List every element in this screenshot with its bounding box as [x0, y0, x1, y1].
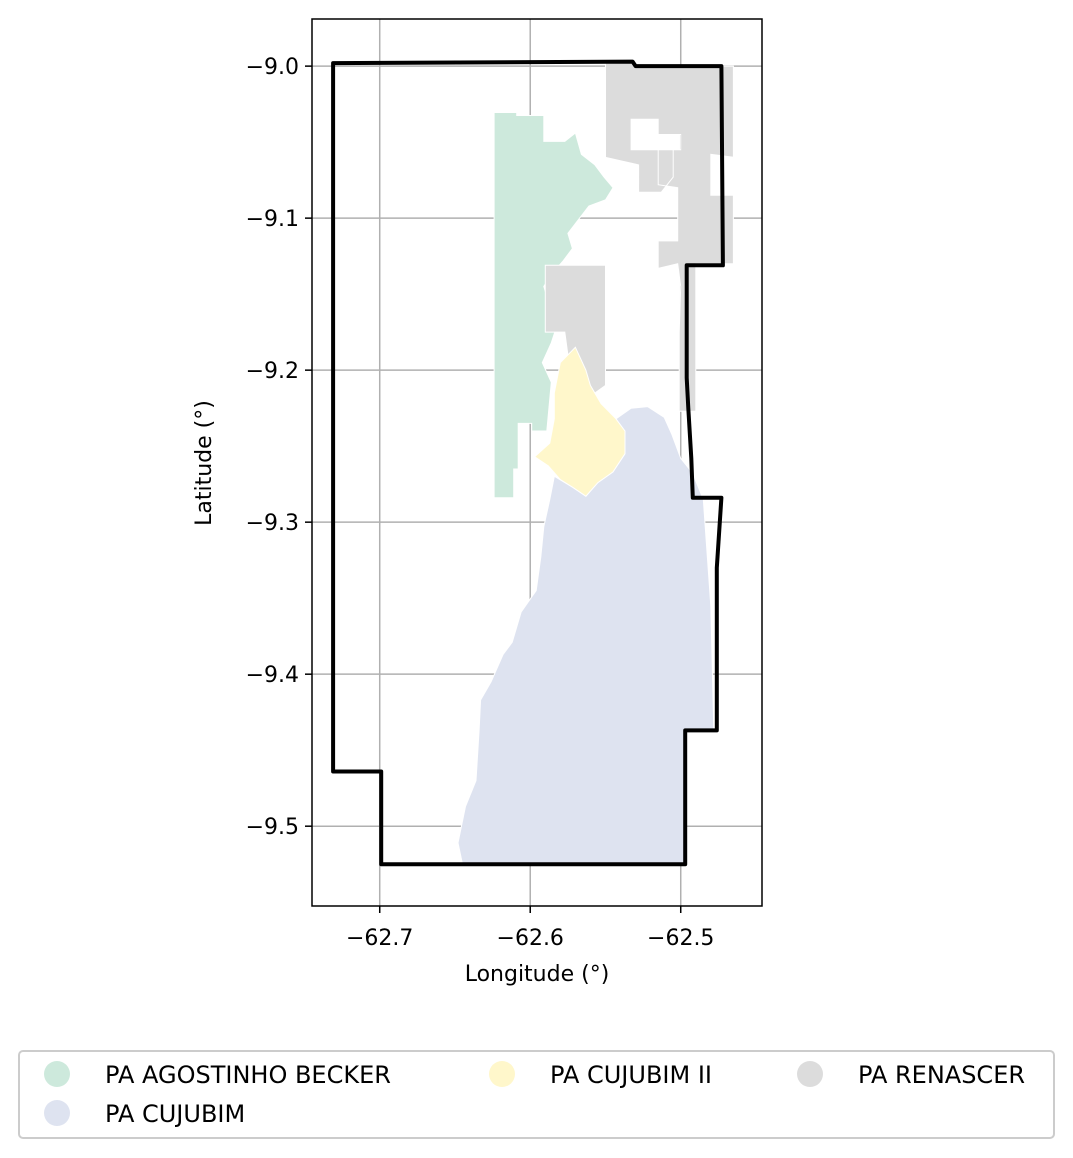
- y-tick-label: −9.0: [246, 55, 299, 80]
- legend-marker: [797, 1061, 823, 1087]
- region-pa-agostinho-becker: [493, 112, 614, 499]
- legend-marker: [44, 1061, 70, 1087]
- axis-ticks: −62.7 −62.6 −62.5 −9.0 −9.1 −9.2 −9.3 −9.4 −9.5: [246, 55, 715, 951]
- legend-label: PA AGOSTINHO BECKER: [105, 1061, 391, 1089]
- plot-frame: [311, 18, 763, 907]
- legend-frame: [18, 1050, 1055, 1139]
- y-tick-label: −9.5: [246, 815, 299, 840]
- y-axis-label: Latitude (°): [192, 400, 217, 526]
- x-tick-label: −62.6: [497, 926, 564, 951]
- legend-label: PA RENASCER: [858, 1061, 1025, 1089]
- municipality-boundary: [331, 59, 725, 867]
- legend-marker: [489, 1061, 515, 1087]
- legend-label: PA CUJUBIM II: [550, 1061, 712, 1089]
- y-tick-label: −9.3: [246, 511, 299, 536]
- y-tick-label: −9.4: [246, 663, 299, 688]
- legend-marker: [44, 1100, 70, 1126]
- region-pa-renascer: [605, 61, 734, 412]
- boundary-outline: [331, 59, 725, 867]
- x-tick-label: −62.5: [647, 926, 714, 951]
- legend: PA AGOSTINHO BECKER PA CUJUBIM II PA RENAS…: [18, 1050, 1055, 1139]
- legend-label: PA CUJUBIM: [105, 1100, 245, 1128]
- map-regions: [457, 61, 734, 865]
- y-tick-label: −9.1: [246, 207, 299, 232]
- x-tick-label: −62.7: [346, 926, 413, 951]
- y-tick-label: −9.2: [246, 359, 299, 384]
- x-axis-label: Longitude (°): [465, 962, 610, 987]
